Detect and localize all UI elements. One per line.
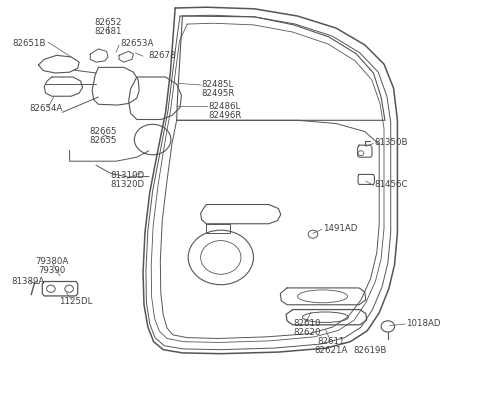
Text: 82652: 82652 [94,18,122,26]
Text: 82610: 82610 [293,319,321,328]
Text: 82611: 82611 [317,337,345,346]
Text: 1018AD: 1018AD [406,319,440,328]
Text: 82665: 82665 [89,127,117,136]
Text: 82654A: 82654A [29,104,62,113]
Text: 81350B: 81350B [374,138,408,147]
Text: 79390: 79390 [38,266,65,275]
Text: 82486L: 82486L [209,102,241,111]
Text: 82655: 82655 [89,136,117,145]
Text: 82495R: 82495R [202,89,235,97]
Text: 81310D: 81310D [110,171,144,180]
Text: 82651B: 82651B [12,39,46,48]
Text: 1491AD: 1491AD [323,224,357,233]
Text: 1125DL: 1125DL [59,297,93,306]
Text: 81320D: 81320D [110,180,144,189]
Text: 82653A: 82653A [120,39,154,48]
Text: 79380A: 79380A [35,257,69,266]
Text: 82678: 82678 [149,51,176,60]
Text: 82621A: 82621A [314,346,348,355]
Text: 81456C: 81456C [374,180,408,189]
Text: 82620: 82620 [293,328,321,337]
Text: 82681: 82681 [94,27,122,36]
Text: 82496R: 82496R [209,111,242,119]
Text: 82619B: 82619B [353,346,386,355]
Text: 81389A: 81389A [11,277,45,286]
Text: 82485L: 82485L [202,80,234,89]
